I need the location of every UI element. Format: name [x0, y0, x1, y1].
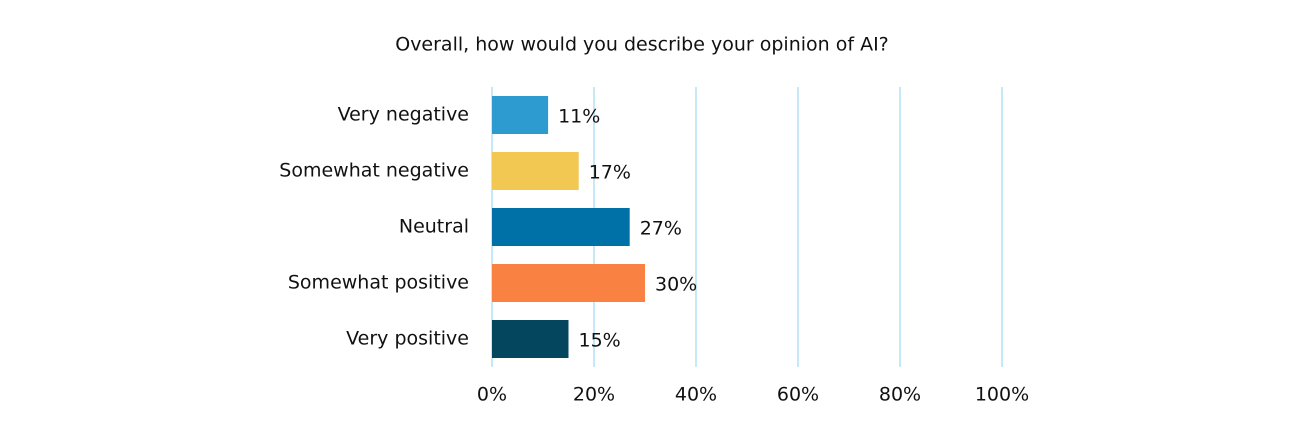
y-tick-label: Very positive — [346, 328, 469, 350]
x-tick-label: 40% — [675, 384, 717, 406]
bar — [492, 264, 645, 302]
y-tick-label: Neutral — [399, 216, 469, 238]
bar — [492, 320, 569, 358]
bar — [492, 152, 579, 190]
bar — [492, 96, 549, 134]
bar — [492, 208, 630, 246]
data-label: 30% — [655, 274, 697, 296]
y-tick-label: Somewhat negative — [279, 160, 469, 182]
data-label: 27% — [640, 218, 682, 240]
x-tick-label: 80% — [879, 384, 921, 406]
x-tick-label: 60% — [777, 384, 819, 406]
data-label: 15% — [579, 330, 621, 352]
data-label: 17% — [589, 162, 631, 184]
x-tick-label: 20% — [573, 384, 615, 406]
x-tick-label: 100% — [975, 384, 1029, 406]
chart-title: Overall, how would you describe your opi… — [395, 34, 889, 56]
data-label: 11% — [558, 106, 600, 128]
y-tick-label: Somewhat positive — [288, 272, 469, 294]
y-tick-label: Very negative — [338, 104, 469, 126]
x-tick-label: 0% — [477, 384, 507, 406]
